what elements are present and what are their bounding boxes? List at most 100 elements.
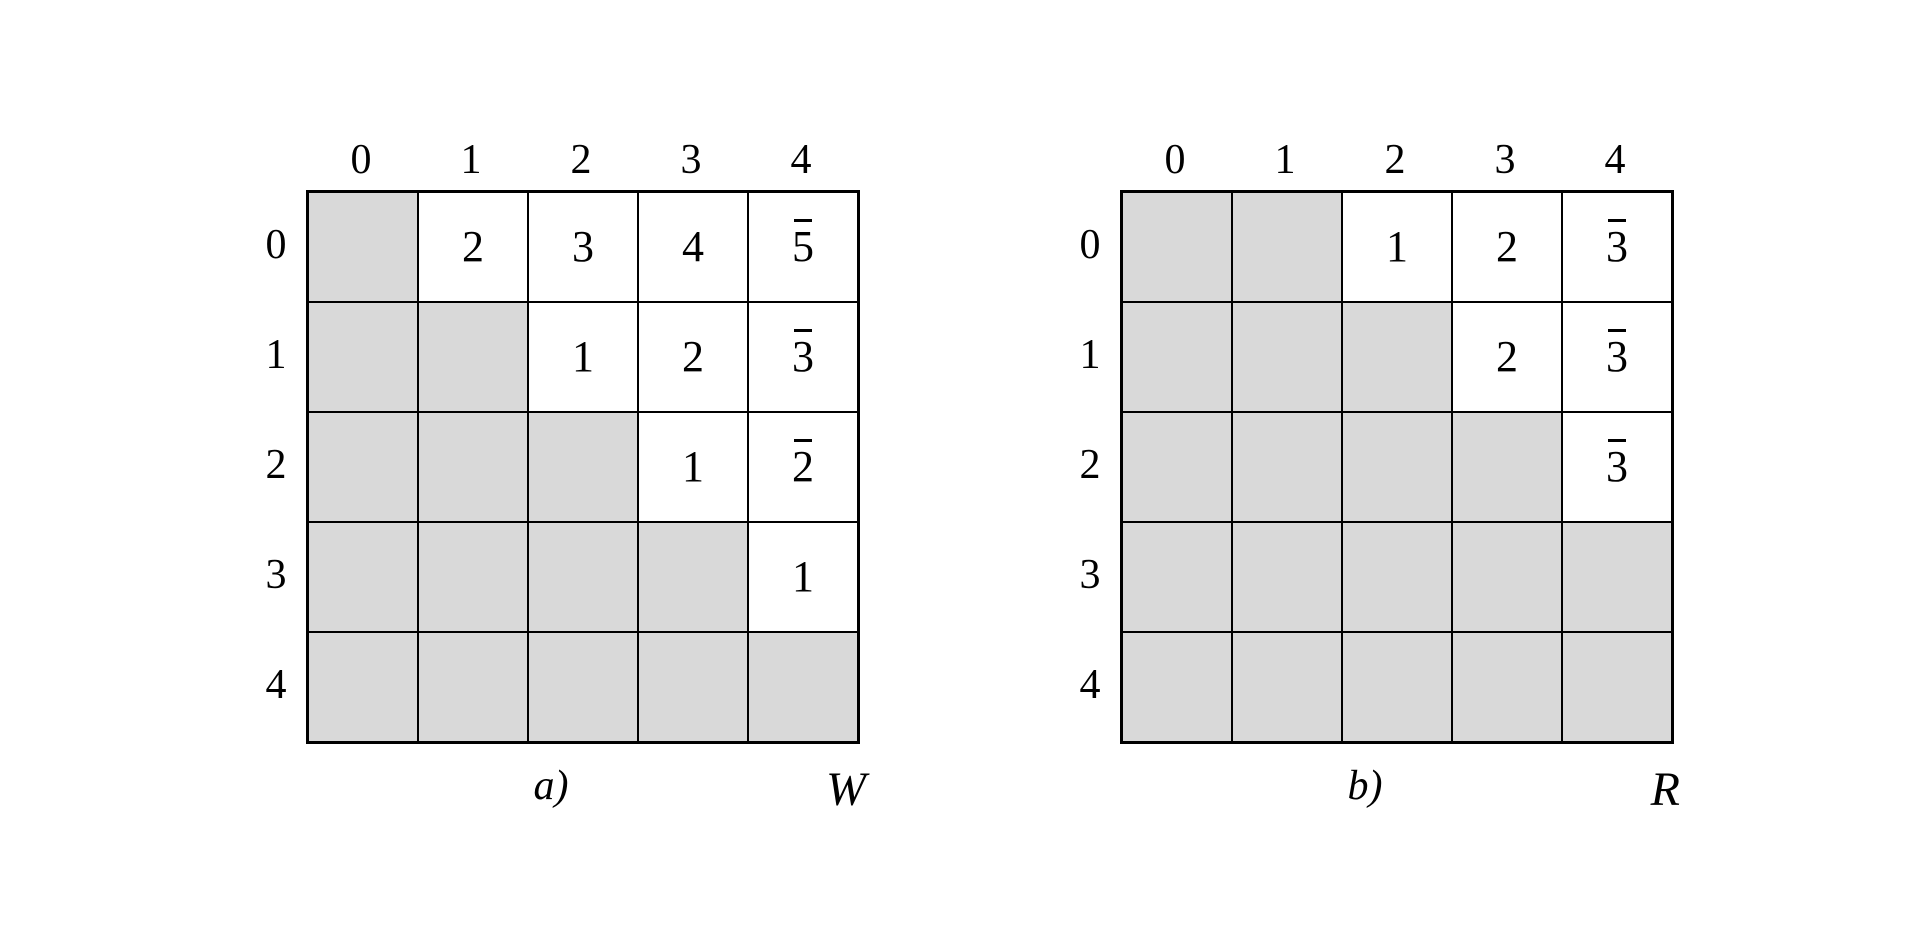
matrix-cell	[748, 632, 858, 742]
matrix-cell: 3	[1562, 302, 1672, 412]
row-labels-r: 0 1 2 3 4	[1060, 190, 1120, 744]
matrix-symbol: R	[1651, 762, 1680, 817]
matrix-cell	[1122, 632, 1232, 742]
matrix-cell	[418, 302, 528, 412]
cell-value: 1	[682, 445, 704, 489]
cell-value: 2	[682, 335, 704, 379]
caption-row-w: a) W	[246, 762, 856, 822]
matrix-cell	[1122, 192, 1232, 302]
matrix-cell	[528, 522, 638, 632]
col-header: 1	[1230, 130, 1340, 190]
cell-value: 3	[1606, 225, 1628, 269]
caption-row-r: b) R	[1060, 762, 1670, 822]
cell-value: 2	[1496, 225, 1518, 269]
matrix-cell: 4	[638, 192, 748, 302]
cell-value: 1	[572, 335, 594, 379]
matrix-cell: 3	[1562, 412, 1672, 522]
cell-value: 3	[1606, 445, 1628, 489]
row-label: 1	[1060, 300, 1120, 410]
matrix-cell	[1232, 412, 1342, 522]
matrix-cell	[1342, 522, 1452, 632]
matrix-cell: 3	[528, 192, 638, 302]
matrix-cell	[528, 412, 638, 522]
cell-value: 3	[1606, 335, 1628, 379]
panel-r: 0 1 2 3 4 0 1 2 3 4 123233 b) R	[1060, 130, 1674, 822]
matrix-cell	[1232, 302, 1342, 412]
matrix-cell	[638, 522, 748, 632]
matrix-cell: 2	[1452, 192, 1562, 302]
matrix-cell	[1452, 522, 1562, 632]
row-label: 2	[1060, 410, 1120, 520]
row-label: 1	[246, 300, 306, 410]
caption-label: b)	[1060, 762, 1670, 810]
matrix-cell	[1452, 632, 1562, 742]
matrix-cell	[1122, 302, 1232, 412]
matrix-cell	[418, 632, 528, 742]
col-header: 3	[1450, 130, 1560, 190]
col-headers-r: 0 1 2 3 4	[1120, 130, 1670, 190]
caption-label: a)	[246, 762, 856, 810]
matrix-cell	[308, 412, 418, 522]
col-header: 1	[416, 130, 526, 190]
matrix-cell	[1122, 412, 1232, 522]
row-label: 4	[246, 630, 306, 740]
row-labels-w: 0 1 2 3 4	[246, 190, 306, 744]
matrix-cell	[418, 412, 528, 522]
matrix-cell	[638, 632, 748, 742]
grid-area-w: 0 1 2 3 4 2345123121	[246, 190, 860, 744]
matrix-cell: 3	[1562, 192, 1672, 302]
cell-value: 5	[792, 225, 814, 269]
matrix-cell	[1562, 522, 1672, 632]
matrix-cell	[1342, 412, 1452, 522]
row-label: 0	[1060, 190, 1120, 300]
col-header: 4	[1560, 130, 1670, 190]
row-label: 3	[1060, 520, 1120, 630]
matrix-cell	[1342, 302, 1452, 412]
matrix-cell	[1232, 192, 1342, 302]
matrix-cell	[1232, 632, 1342, 742]
cell-value: 2	[462, 225, 484, 269]
row-label: 3	[246, 520, 306, 630]
cell-value: 1	[1386, 225, 1408, 269]
cell-value: 1	[792, 555, 814, 599]
matrix-cell	[1232, 522, 1342, 632]
matrix-cell: 2	[638, 302, 748, 412]
matrix-cell	[308, 192, 418, 302]
matrix-cell: 1	[1342, 192, 1452, 302]
matrix-cell: 2	[418, 192, 528, 302]
col-header: 0	[306, 130, 416, 190]
matrix-cell: 1	[528, 302, 638, 412]
row-label: 0	[246, 190, 306, 300]
cell-value: 2	[792, 445, 814, 489]
grid-area-r: 0 1 2 3 4 123233	[1060, 190, 1674, 744]
matrix-cell	[528, 632, 638, 742]
matrix-cell: 2	[1452, 302, 1562, 412]
cell-value: 3	[572, 225, 594, 269]
col-header: 2	[1340, 130, 1450, 190]
matrix-cell: 5	[748, 192, 858, 302]
cell-value: 4	[682, 225, 704, 269]
grid-w: 2345123121	[306, 190, 860, 744]
grid-r: 1 2 3 2 3 3	[1120, 190, 1674, 744]
matrix-cell	[1452, 412, 1562, 522]
col-header: 0	[1120, 130, 1230, 190]
col-header: 3	[636, 130, 746, 190]
col-headers-w: 0 1 2 3 4	[306, 130, 856, 190]
row-label: 2	[246, 410, 306, 520]
matrix-cell	[1122, 522, 1232, 632]
cell-value: 2	[1496, 335, 1518, 379]
matrix-cell	[1562, 632, 1672, 742]
matrix-cell	[1342, 632, 1452, 742]
matrix-symbol: W	[826, 762, 866, 817]
matrix-cell: 2	[748, 412, 858, 522]
matrix-cell	[308, 302, 418, 412]
matrix-cell	[308, 632, 418, 742]
row-label: 4	[1060, 630, 1120, 740]
matrix-cell: 1	[638, 412, 748, 522]
page: 0 1 2 3 4 0 1 2 3 4 2345123121 a) W 0 1 …	[0, 0, 1920, 952]
col-header: 2	[526, 130, 636, 190]
matrix-cell: 1	[748, 522, 858, 632]
col-header: 4	[746, 130, 856, 190]
panel-w: 0 1 2 3 4 0 1 2 3 4 2345123121 a) W	[246, 130, 860, 822]
matrix-cell: 3	[748, 302, 858, 412]
